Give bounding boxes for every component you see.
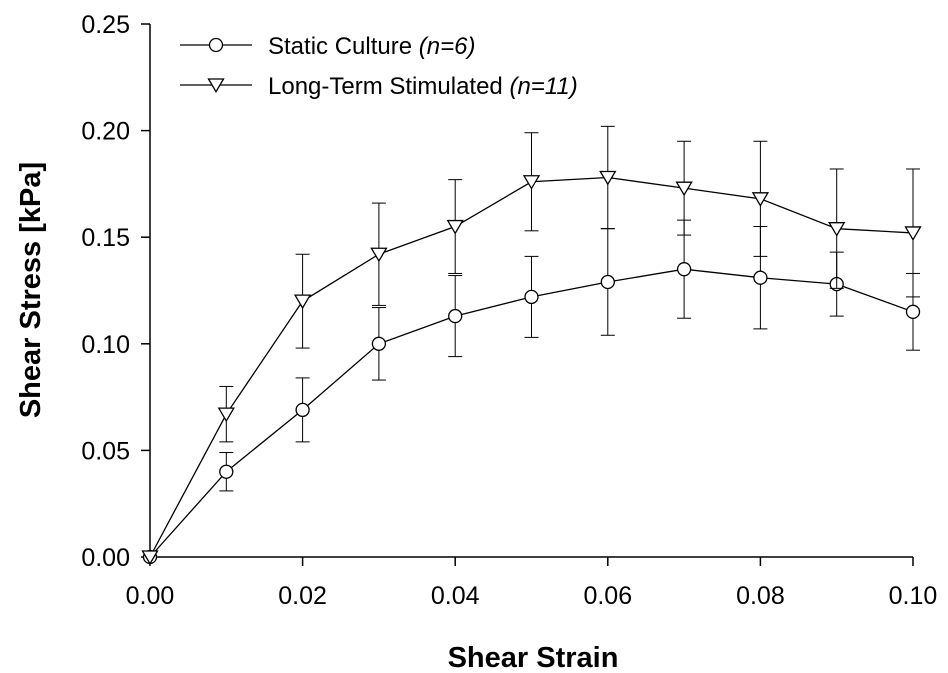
x-tick-label: 0.00 [126, 582, 175, 610]
data-point [599, 170, 617, 186]
legend-marker [208, 37, 224, 53]
x-tick-label: 0.04 [431, 582, 480, 610]
data-point [217, 407, 235, 423]
legend-item-2: Long-Term Stimulated (n=11) [180, 73, 578, 100]
data-point [522, 175, 541, 190]
axes: 0.00 0.05 0.10 0.15 0.20 0.25 0.00 0.02 0.04 0.06… [81, 11, 937, 610]
x-tick-label: 0.08 [736, 582, 785, 610]
y-tick-label: 0.10 [81, 331, 130, 359]
data-point [600, 274, 615, 290]
legend-series-name: Static Culture [268, 33, 419, 60]
y-tick-label: 0.15 [81, 224, 130, 252]
y-tick-label: 0.00 [81, 544, 130, 572]
x-tick-label: 0.10 [889, 582, 938, 610]
data-point [370, 247, 388, 263]
data-point [141, 550, 159, 566]
series-layer [141, 125, 922, 566]
data-point [524, 289, 539, 305]
legend-series-name: Long-Term Stimulated [268, 73, 509, 100]
y-axis-title: Shear Stress [kPa] [15, 162, 47, 418]
series-2 [141, 125, 922, 566]
data-point [448, 308, 463, 324]
data-point [446, 219, 464, 235]
y-tick-label: 0.05 [81, 437, 130, 465]
data-point [828, 222, 846, 237]
legend-label: Long-Term Stimulated (n=11) [268, 73, 578, 100]
x-tick-label: 0.02 [278, 582, 327, 610]
legend-item-1: Static Culture (n=6) [180, 33, 475, 60]
data-point [675, 181, 693, 197]
data-point [751, 192, 770, 207]
y-tick-label: 0.25 [81, 11, 130, 39]
data-point [295, 402, 310, 418]
x-axis-title: Shear Strain [448, 642, 619, 673]
data-point [676, 262, 692, 277]
data-point [904, 226, 922, 241]
data-point [219, 464, 234, 479]
series-line [149, 176, 914, 558]
x-tick-label: 0.06 [583, 582, 632, 610]
y-tick-label: 0.20 [81, 118, 130, 146]
legend: Static Culture (n=6) Long-Term Stimulated… [180, 33, 578, 100]
data-point [371, 336, 387, 351]
legend-marker [207, 78, 225, 94]
legend-n-label: (n=6) [419, 33, 476, 60]
legend-label: Static Culture (n=6) [268, 33, 475, 60]
data-point [753, 270, 768, 285]
data-point [905, 304, 921, 319]
series-1 [142, 219, 921, 565]
legend-n-label: (n=11) [509, 73, 577, 100]
data-point [293, 294, 312, 310]
